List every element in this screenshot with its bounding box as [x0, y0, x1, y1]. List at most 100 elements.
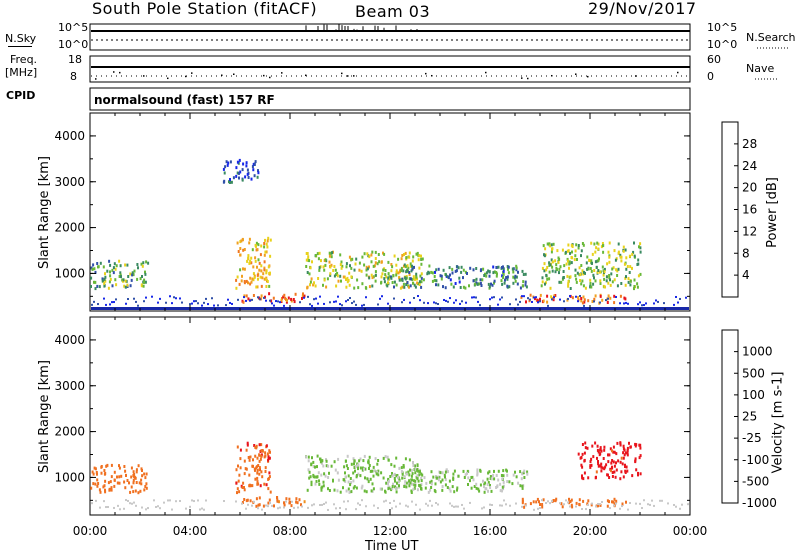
echo-cell	[610, 469, 613, 473]
echo-cell	[434, 270, 436, 274]
colorbar-tick-label: 4	[742, 268, 750, 282]
echo-cell	[419, 484, 422, 488]
echo-cell	[316, 475, 319, 479]
echo-cell	[380, 471, 383, 475]
echo-cell	[414, 483, 417, 487]
echo-cell	[109, 263, 112, 267]
echo-cell	[94, 270, 97, 274]
ground-scatter-cell	[655, 299, 657, 302]
ground-scatter-cell	[673, 503, 675, 506]
echo-cell	[328, 260, 331, 264]
echo-cell	[541, 276, 544, 280]
echo-cell	[613, 450, 616, 454]
echo-cell	[328, 489, 331, 492]
ground-scatter-cell	[641, 507, 643, 510]
echo-cell	[394, 485, 396, 489]
echo-cell	[246, 498, 249, 502]
echo-cell	[619, 255, 622, 259]
echo-cell	[339, 274, 342, 278]
echo-cell	[238, 490, 241, 494]
echo-cell	[512, 473, 515, 477]
echo-cell	[265, 483, 268, 487]
echo-cell	[115, 264, 118, 268]
echo-cell	[96, 484, 99, 488]
echo-cell	[555, 497, 558, 501]
echo-cell	[395, 269, 398, 273]
echo-cell	[241, 501, 244, 504]
echo-cell	[254, 477, 257, 481]
echo-cell	[500, 279, 503, 283]
aux-panel-frames	[89, 23, 790, 111]
ground-scatter-cell	[435, 502, 437, 505]
echo-cell	[340, 279, 342, 283]
echo-cell	[495, 486, 498, 489]
ground-scatter-cell	[223, 500, 225, 503]
ground-scatter-cell	[157, 301, 159, 304]
echo-cell	[627, 277, 630, 281]
echo-cell	[243, 248, 246, 251]
echo-cell	[606, 504, 609, 508]
echo-cell	[608, 241, 611, 245]
ground-scatter-cell	[159, 297, 161, 300]
echo-cell	[316, 465, 318, 469]
echo-cell	[550, 250, 553, 254]
echo-cell	[589, 278, 592, 282]
ground-scatter-cell	[563, 503, 565, 506]
ground-scatter-cell	[201, 304, 203, 307]
echo-cell	[133, 473, 136, 476]
beam-label: Beam 03	[355, 2, 431, 21]
ground-scatter-cell	[193, 500, 195, 503]
echo-cell	[605, 463, 608, 467]
echo-cell	[578, 266, 581, 270]
echo-cell	[551, 247, 553, 251]
echo-cell	[508, 285, 511, 289]
echo-cell	[246, 172, 249, 176]
ground-scatter-cell	[509, 504, 511, 507]
echo-cell	[546, 294, 549, 298]
ground-scatter-cell	[125, 499, 127, 502]
echo-cell	[370, 253, 373, 257]
echo-cell	[118, 464, 120, 468]
echo-cell	[615, 499, 618, 503]
echo-cell	[384, 269, 387, 272]
echo-cell	[252, 272, 255, 276]
ground-scatter-cell	[643, 499, 645, 502]
ground-scatter-cell	[599, 301, 601, 304]
echo-cell	[489, 477, 492, 480]
echo-cell	[314, 482, 317, 486]
echo-cell	[501, 266, 503, 269]
echo-cell	[451, 485, 454, 489]
echo-cell	[333, 460, 336, 464]
echo-cell	[269, 238, 272, 242]
echo-cell	[488, 285, 491, 289]
echo-cell	[408, 251, 411, 255]
echo-cell	[139, 489, 142, 493]
echo-cell	[599, 294, 602, 298]
echo-cell	[608, 260, 611, 264]
echo-cell	[268, 475, 271, 479]
echo-cell	[252, 294, 255, 297]
echo-cell	[416, 463, 419, 467]
echo-cell	[288, 501, 291, 505]
echo-cell	[554, 270, 557, 274]
echo-cell	[118, 475, 121, 479]
echo-cell	[597, 462, 600, 466]
echo-cell	[506, 473, 509, 477]
colorbar-tick-label: -1000	[742, 496, 777, 510]
echo-cell	[140, 482, 143, 486]
echo-cell	[309, 283, 311, 287]
ground-scatter-cell	[539, 506, 541, 509]
echo-cell	[276, 496, 279, 500]
nave-bottom-tick: 0	[707, 70, 714, 83]
echo-cell	[245, 448, 248, 452]
echo-cell	[246, 259, 249, 263]
echo-cell	[269, 271, 271, 275]
echo-cell	[255, 465, 258, 469]
echo-cell	[313, 475, 316, 479]
echo-cell	[556, 268, 558, 272]
echo-cell	[406, 281, 409, 284]
ground-scatter-cell	[503, 499, 505, 502]
echo-cell	[125, 279, 128, 283]
echo-cell	[629, 265, 632, 269]
ground-scatter-cell	[251, 504, 253, 507]
